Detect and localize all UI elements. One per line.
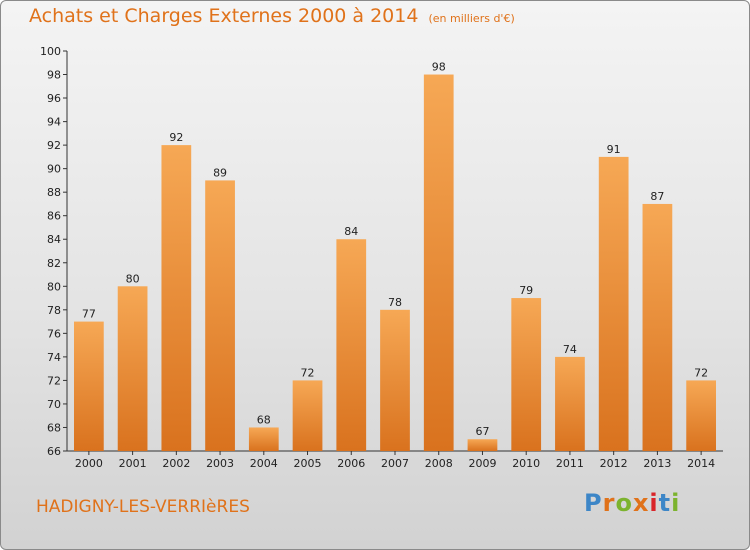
y-tick-label: 72 xyxy=(47,374,61,387)
chart-title-text: Achats et Charges Externes 2000 à 2014 xyxy=(29,5,419,27)
y-tick-label: 70 xyxy=(47,398,61,411)
bar xyxy=(423,74,454,451)
logo-letter: i xyxy=(671,489,681,517)
x-tick-label: 2006 xyxy=(337,457,365,470)
bar xyxy=(73,321,104,451)
y-tick-label: 84 xyxy=(47,233,61,246)
y-tick-label: 82 xyxy=(47,257,61,270)
data-label: 72 xyxy=(694,366,708,379)
x-tick-label: 2000 xyxy=(75,457,103,470)
data-label: 80 xyxy=(126,272,140,285)
logo-letter: i xyxy=(649,489,659,517)
y-tick-label: 86 xyxy=(47,210,61,223)
y-tick-label: 80 xyxy=(47,280,61,293)
bar xyxy=(248,427,279,451)
bar xyxy=(380,309,410,451)
proxiti-logo: Proxiti xyxy=(584,489,680,517)
x-tick-label: 2013 xyxy=(643,457,671,470)
chart-unit-note: (en milliers d'€) xyxy=(428,12,515,25)
data-label: 79 xyxy=(519,284,533,297)
logo-letter: t xyxy=(658,489,672,517)
y-tick-label: 100 xyxy=(40,45,61,58)
x-tick-label: 2014 xyxy=(687,457,715,470)
data-label: 67 xyxy=(475,425,489,438)
y-tick-label: 98 xyxy=(47,69,61,82)
x-tick-label: 2009 xyxy=(468,457,496,470)
bar xyxy=(467,439,498,451)
data-label: 87 xyxy=(650,190,664,203)
x-tick-label: 2004 xyxy=(250,457,278,470)
logo-letter: o xyxy=(615,489,633,517)
x-tick-label: 2011 xyxy=(556,457,584,470)
logo-letter: r xyxy=(602,489,616,517)
y-tick-label: 74 xyxy=(47,351,61,364)
x-tick-label: 2001 xyxy=(119,457,147,470)
x-tick-label: 2008 xyxy=(425,457,453,470)
data-label: 68 xyxy=(257,413,271,426)
y-tick-label: 76 xyxy=(47,327,61,340)
y-tick-label: 92 xyxy=(47,139,61,152)
bar xyxy=(292,380,323,451)
labels: 77 2000 80 2001 92 2002 89 2003 68 2004 72 2005 84 20… xyxy=(75,61,715,470)
y-tick-label: 90 xyxy=(47,163,61,176)
bar xyxy=(598,156,629,451)
data-label: 98 xyxy=(432,61,446,74)
data-label: 89 xyxy=(213,166,227,179)
data-label: 91 xyxy=(607,143,621,156)
bars xyxy=(73,74,717,452)
bar xyxy=(642,203,673,451)
y-tick-label: 96 xyxy=(47,92,61,105)
y-tick-label: 68 xyxy=(47,421,61,434)
y-tick-label: 66 xyxy=(47,445,61,458)
data-label: 72 xyxy=(301,366,315,379)
bar xyxy=(117,286,148,451)
data-label: 77 xyxy=(82,308,96,321)
bar xyxy=(161,145,192,451)
logo-letter: P xyxy=(584,489,603,517)
x-tick-label: 2002 xyxy=(162,457,190,470)
chart-title: Achats et Charges Externes 2000 à 2014 (e… xyxy=(29,5,515,27)
data-label: 84 xyxy=(344,225,358,238)
bar xyxy=(555,356,585,451)
x-tick-label: 2010 xyxy=(512,457,540,470)
y-tick-label: 78 xyxy=(47,304,61,317)
bar xyxy=(511,298,542,451)
data-label: 74 xyxy=(563,343,577,356)
x-tick-label: 2012 xyxy=(600,457,628,470)
x-tick-label: 2003 xyxy=(206,457,234,470)
x-tick-label: 2005 xyxy=(294,457,322,470)
commune-name: HADIGNY-LES-VERRIèRES xyxy=(36,497,250,517)
bar xyxy=(686,380,717,451)
x-tick-label: 2007 xyxy=(381,457,409,470)
data-label: 78 xyxy=(388,296,402,309)
y-tick-label: 88 xyxy=(47,186,61,199)
bar xyxy=(205,180,235,452)
logo-letter: x xyxy=(632,489,650,517)
data-label: 92 xyxy=(169,131,183,144)
bar xyxy=(336,239,367,451)
y-tick-label: 94 xyxy=(47,116,61,129)
